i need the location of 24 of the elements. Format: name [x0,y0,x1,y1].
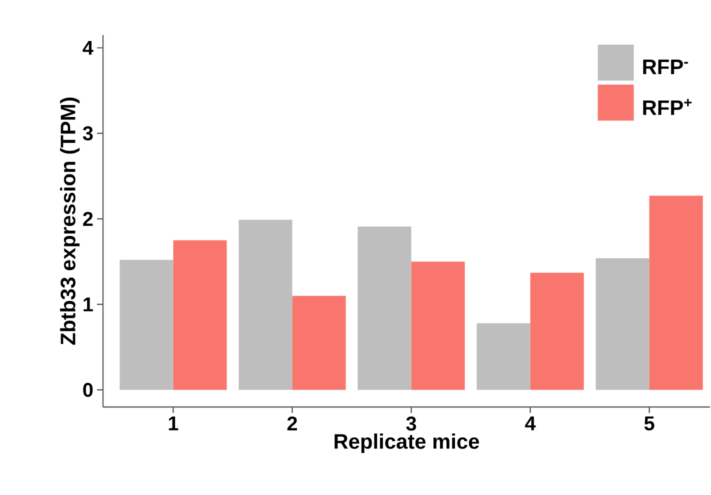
bar [411,262,465,390]
bar [596,258,650,390]
y-tick-label: 2 [83,212,93,226]
bar [120,260,174,390]
bar [358,226,412,390]
bar [649,196,703,390]
legend-label: RFP$^{-}$ [643,60,688,74]
x-tick-label: 3 [406,416,416,431]
y-tick-label: 0 [83,382,93,397]
bar [476,323,530,390]
bar [530,272,584,390]
x-tick-label: 2 [287,416,297,430]
y-tick-label: 4 [82,40,94,55]
y-tick-label: 3 [82,126,93,140]
x-tick-label: 5 [644,416,654,430]
x-tick-label: 4 [525,416,536,430]
x-tick-label: 1 [168,416,178,430]
x-axis-title: Replicate mice [334,434,480,453]
y-axis-title: Zbtb33 expression (TPM) [60,98,80,345]
bar [238,220,292,390]
bar [173,240,227,390]
bar [292,296,346,390]
y-tick-label: 1 [84,298,93,312]
legend-label: RFP$^{+}$ [643,98,692,115]
